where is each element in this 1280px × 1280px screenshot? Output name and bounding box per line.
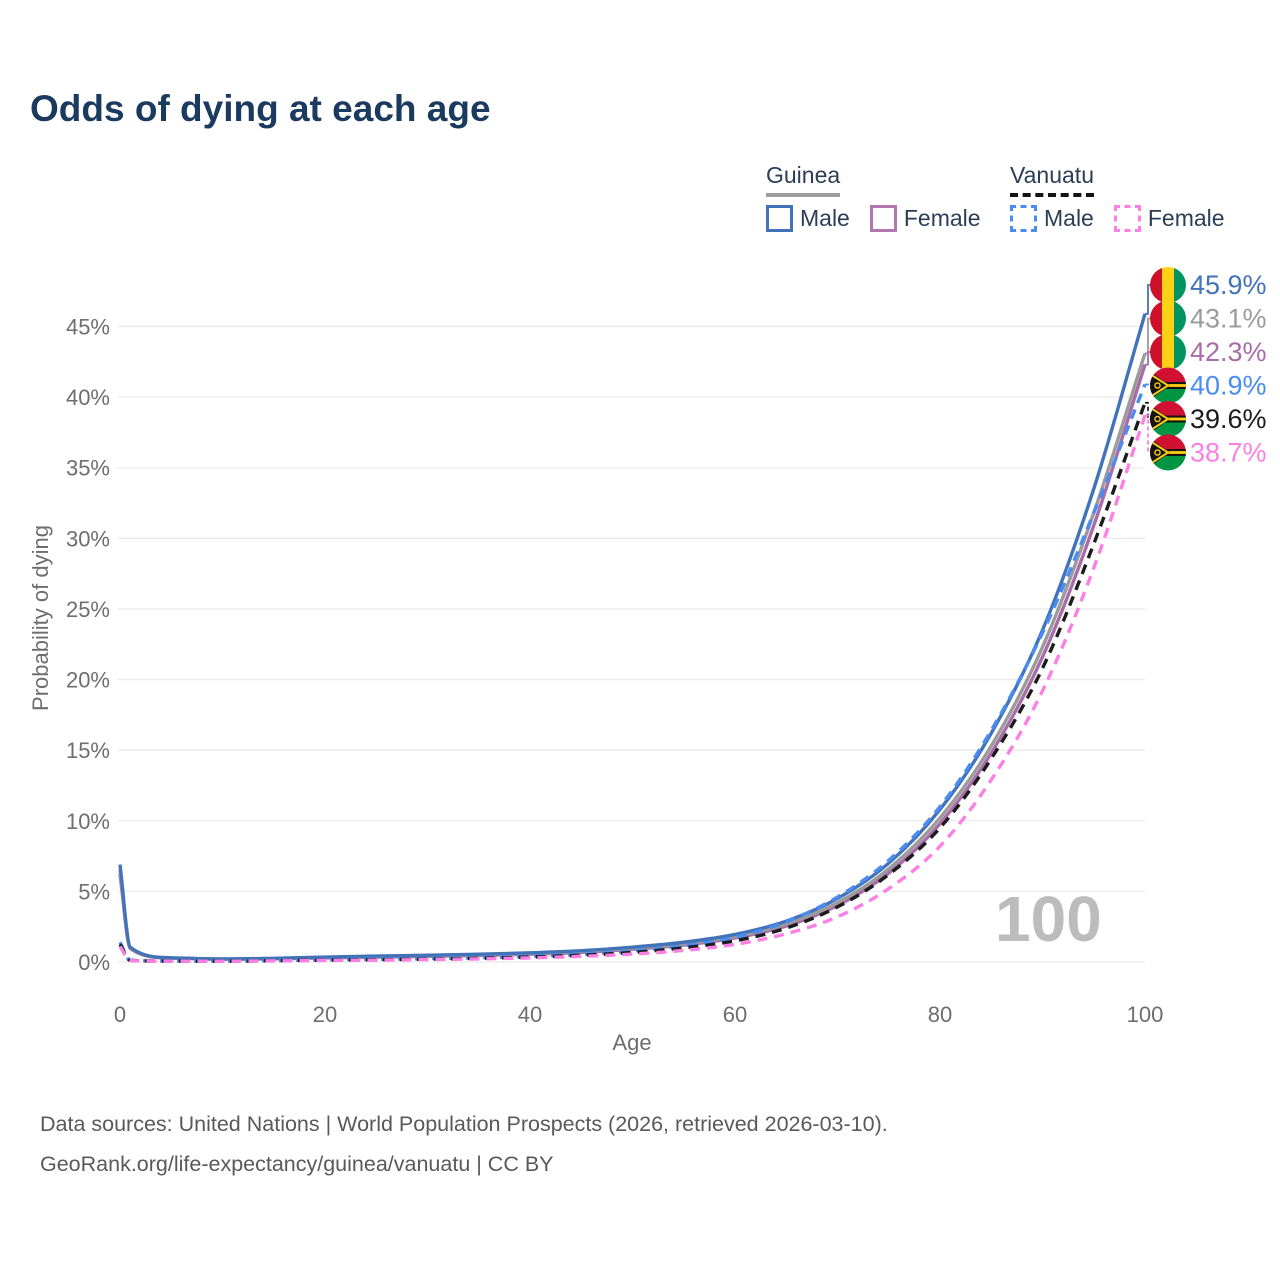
end-value-label-vanuatu-both: 39.6%	[1190, 404, 1267, 434]
legend-country-vanuatu: Vanuatu	[1010, 162, 1094, 197]
series-line-guinea-both	[118, 352, 1147, 961]
x-tick-label: 20	[313, 1002, 337, 1027]
footer-datasource: Data sources: United Nations | World Pop…	[40, 1112, 888, 1136]
footer-attribution: GeoRank.org/life-expectancy/guinea/vanua…	[40, 1152, 554, 1176]
legend-row-guinea: Male Female	[766, 205, 1001, 232]
x-tick-label: 100	[1127, 1002, 1164, 1027]
y-tick-label: 5%	[78, 879, 110, 904]
footer: Data sources: United Nations | World Pop…	[40, 1104, 888, 1184]
legend-group-guinea: Guinea Male Female	[766, 162, 1001, 232]
series-lines	[118, 313, 1147, 963]
y-tick-label: 35%	[66, 456, 110, 481]
age-counter-watermark: 100	[995, 883, 1102, 955]
y-tick-label: 40%	[66, 385, 110, 410]
y-tick-label: 0%	[78, 950, 110, 975]
end-value-label-guinea-female: 42.3%	[1190, 337, 1267, 367]
legend-swatch-guinea-female[interactable]	[869, 205, 897, 232]
x-axis-tick-labels: 0 20 40 60 80 100	[114, 1002, 1163, 1027]
legend: Guinea Male Female Vanuatu Male Female	[0, 162, 1280, 242]
flag-icon-vanuatu	[1150, 401, 1186, 437]
series-line-vanuatu-both	[118, 402, 1147, 963]
legend-swatch-vanuatu-female[interactable]	[1113, 205, 1141, 232]
legend-swatch-vanuatu-male[interactable]	[1010, 205, 1037, 232]
end-value-label-guinea-male: 45.9%	[1190, 270, 1267, 300]
mortality-line-chart: 0% 5% 10% 15% 20% 25% 30% 35% 40% 45% 0 20 40 60 80 100…	[28, 267, 1267, 1055]
flag-icon-vanuatu	[1150, 367, 1186, 404]
series-line-guinea-female	[118, 364, 1147, 961]
x-tick-label: 40	[518, 1002, 542, 1027]
series-line-vanuatu-female	[118, 414, 1147, 963]
flag-icon-guinea	[1150, 267, 1186, 303]
legend-country-guinea: Guinea	[766, 162, 841, 197]
x-tick-label: 60	[723, 1002, 747, 1027]
y-tick-label: 45%	[66, 315, 110, 340]
y-axis-title: Probability of dying	[28, 525, 53, 711]
label-connector	[1145, 317, 1151, 355]
flag-icon-vanuatu	[1150, 434, 1186, 471]
legend-row-vanuatu: Male Female	[1010, 205, 1245, 232]
label-connector	[1145, 383, 1151, 387]
end-labels: 45.9% 43.1%42.3% 40.9%39.6% 38.7%	[1145, 267, 1267, 471]
series-line-vanuatu-male	[118, 383, 1147, 963]
label-connector	[1145, 401, 1151, 420]
legend-label-guinea-female[interactable]: Female	[903, 205, 981, 231]
x-axis-title: Age	[612, 1030, 651, 1055]
y-tick-label: 25%	[66, 597, 110, 622]
y-axis-tick-labels: 0% 5% 10% 15% 20% 25% 30% 35% 40% 45%	[66, 315, 110, 975]
legend-group-vanuatu: Vanuatu Male Female	[1010, 162, 1245, 232]
legend-label-vanuatu-male[interactable]: Male	[1044, 205, 1094, 231]
label-connector	[1145, 351, 1151, 366]
end-value-label-vanuatu-female: 38.7%	[1190, 438, 1267, 468]
label-connector	[1145, 284, 1151, 315]
flag-icon-guinea	[1150, 300, 1186, 337]
label-connector	[1145, 414, 1151, 454]
y-tick-label: 30%	[66, 526, 110, 551]
flag-icon-guinea	[1150, 334, 1186, 370]
legend-label-guinea-male[interactable]: Male	[800, 205, 850, 231]
x-tick-label: 80	[928, 1002, 952, 1027]
x-tick-label: 0	[114, 1002, 126, 1027]
series-line-guinea-male	[118, 313, 1147, 961]
y-tick-label: 15%	[66, 738, 110, 763]
y-tick-label: 10%	[66, 809, 110, 834]
end-value-label-guinea-both: 43.1%	[1190, 304, 1267, 334]
gridlines	[118, 325, 1145, 963]
legend-label-vanuatu-female[interactable]: Female	[1147, 205, 1225, 231]
chart-title: Odds of dying at each age	[30, 88, 491, 129]
y-tick-label: 20%	[66, 668, 110, 693]
end-value-label-vanuatu-male: 40.9%	[1190, 371, 1267, 401]
legend-swatch-guinea-male[interactable]	[766, 205, 793, 232]
